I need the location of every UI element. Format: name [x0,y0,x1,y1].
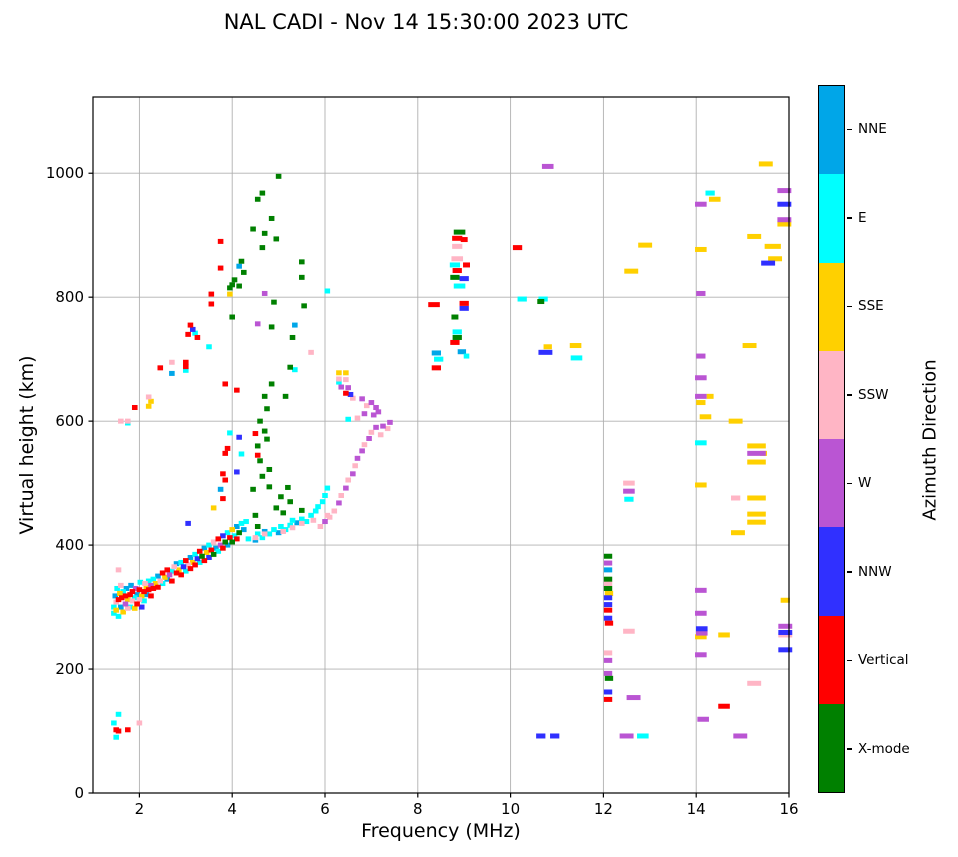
x-axis-label: Frequency (MHz) [361,820,521,842]
colorbar-label-x-mode: X-mode [858,740,910,757]
svg-text:4: 4 [227,800,237,818]
svg-text:10: 10 [501,800,520,818]
colorbar-tick [847,128,852,130]
svg-text:200: 200 [55,660,84,678]
colorbar-segment-vertical [819,615,844,704]
colorbar-segment-nne [819,86,844,175]
svg-text:6: 6 [320,800,330,818]
colorbar-label-nnw: NNW [858,563,892,580]
colorbar-label-w: W [858,475,872,492]
colorbar-tick [847,482,852,484]
svg-text:600: 600 [55,412,84,430]
colorbar-title: Azimuth Direction [919,359,941,521]
colorbar-segment-ssw [819,350,844,439]
svg-text:1000: 1000 [46,164,84,182]
colorbar-tick [847,748,852,750]
svg-text:8: 8 [413,800,423,818]
series-w [122,163,793,739]
colorbar-segment-sse [819,262,844,351]
series-ssw [113,243,793,726]
colorbar-label-e: E [858,209,867,226]
colorbar-segment-e [819,174,844,263]
series-sse [113,161,792,640]
axis-tick-labels: 2 4 6 8 10 12 14 16 0 200 400 600 800 1000 [46,164,799,818]
colorbar-segment-w [819,439,844,528]
colorbar-tick [847,305,852,307]
svg-text:800: 800 [55,288,84,306]
colorbar-segment-nnw [819,527,844,616]
series-nnw [138,201,793,739]
colorbar-tick [847,394,852,396]
svg-text:12: 12 [594,800,613,818]
svg-text:400: 400 [55,536,84,554]
series-nne [112,263,613,610]
chart-title: NAL CADI - Nov 14 15:30:00 2023 UTC [223,10,629,34]
echo-points-layer [111,161,793,740]
axes-frame [92,96,790,794]
y-axis-label: Virtual height (km) [16,355,38,535]
series-e [111,190,715,740]
colorbar-label-sse: SSE [858,298,884,315]
colorbar-tick [847,217,852,219]
azimuth-colorbar [818,85,845,793]
colorbar-label-vertical: Vertical [858,652,909,669]
colorbar-label-nne: NNE [858,121,887,138]
series-x-mode [199,173,614,681]
svg-text:2: 2 [135,800,145,818]
svg-text:16: 16 [779,800,798,818]
colorbar-segment-x-mode [819,703,844,792]
svg-text:0: 0 [74,784,84,802]
colorbar-area: NNE E SSE SSW W NNW Vertical X-mode [818,85,958,793]
colorbar-label-ssw: SSW [858,386,889,403]
grid-layer [93,97,790,794]
colorbar-tick [847,571,852,573]
svg-text:14: 14 [687,800,706,818]
series-vertical [113,235,730,734]
colorbar-tick [847,659,852,661]
axis-ticks [88,172,790,798]
